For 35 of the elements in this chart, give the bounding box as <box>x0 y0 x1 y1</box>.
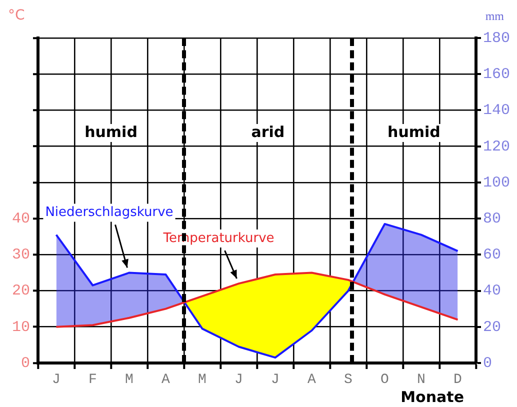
y-tick-label: 40 <box>12 210 30 228</box>
y2-tick-label: 140 <box>483 102 510 120</box>
y-tick-label: 0 <box>20 354 30 372</box>
x-tick-label: N <box>417 372 426 388</box>
y2-axis-title: mm <box>485 9 505 24</box>
x-tick-label: D <box>454 372 462 388</box>
x-tick-label: J <box>52 372 60 388</box>
x-tick-label: F <box>88 372 97 388</box>
annotation: humid <box>388 122 440 141</box>
x-tick-label: M <box>198 372 206 388</box>
x-tick-label: S <box>344 372 352 388</box>
x-tick-label: J <box>271 372 280 388</box>
annotation: humid <box>84 122 138 141</box>
y-tick-label: 20 <box>12 282 30 300</box>
y2-tick-label: 0 <box>483 354 492 372</box>
series-label: Niederschlagskurve <box>45 205 174 220</box>
x-tick-label: A <box>308 372 317 388</box>
y2-tick-label: 20 <box>483 318 502 336</box>
text: Temperaturkurve <box>162 230 274 246</box>
y2-tick-label: 160 <box>483 66 510 84</box>
y2-tick-label: 180 <box>483 30 510 47</box>
y2-tick-label: 120 <box>483 138 510 156</box>
annotation: arid <box>251 122 285 141</box>
y-axis-title: °C <box>8 8 25 24</box>
x-tick-label: A <box>162 372 171 388</box>
y-tick-label: 30 <box>12 246 30 264</box>
y2-tick-label: 60 <box>483 246 502 264</box>
x-axis-title: Monate <box>400 388 464 406</box>
y2-tick-label: 40 <box>483 282 502 300</box>
x-tick-label: J <box>234 372 243 388</box>
y-tick-label: 10 <box>12 318 30 336</box>
x-tick-label: M <box>125 372 134 388</box>
y2-tick-label: 80 <box>483 210 502 228</box>
x-tick-label: O <box>380 372 389 388</box>
y2-tick-label: 100 <box>483 174 510 192</box>
